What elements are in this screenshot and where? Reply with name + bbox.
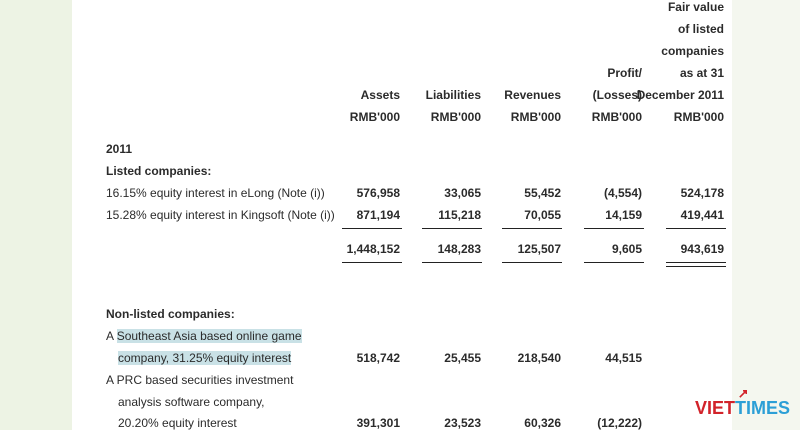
nonlisted-row-line: 20.20% equity interest [118,416,237,430]
nonlisted-row-revenues: 218,540 [517,351,561,365]
listed-row-revenues: 55,452 [524,186,561,200]
listed-row-assets: 871,194 [356,208,400,222]
header-fairvalue-5: December 2011 [636,88,724,102]
listed-row-fairvalue: 524,178 [680,186,724,200]
header-fairvalue-3: companies [661,44,724,58]
nonlisted-row-profit: (12,222) [597,416,642,430]
nonlisted-row-assets: 518,742 [356,351,400,365]
nonlisted-row-line: analysis software company, [118,395,265,409]
left-margin-band [0,0,72,430]
nonlisted-prefix: A [106,329,117,343]
header-profit-2: (Losses) [592,88,642,102]
header-liabilities: Liabilities [425,88,481,102]
nonlisted-heading: Non-listed companies: [106,307,235,321]
viettimes-watermark-logo: VIETTIMES [695,390,791,418]
right-margin-band [732,0,800,430]
subtotal-rule [422,228,482,229]
listed-total-liabilities: 148,283 [437,242,481,256]
total-rule [342,262,402,263]
total-double-rule [666,262,726,263]
header-revenues: Revenues [504,88,561,102]
listed-total-profit: 9,605 [611,242,642,256]
listed-row-revenues: 70,055 [524,208,561,222]
financial-table-page: Assets RMB'000 Liabilities RMB'000 Reven… [72,0,732,430]
subtotal-rule [666,228,726,229]
nonlisted-row-line: A Southeast Asia based online game [106,329,302,343]
listed-row-label: 16.15% equity interest in eLong (Note (i… [106,186,325,200]
listed-row-profit: (4,554) [603,186,642,200]
listed-row-liabilities: 33,065 [444,186,481,200]
watermark-text: VIETTIMES [695,398,791,418]
watermark-spark-icon [739,390,747,398]
nonlisted-row-liabilities: 23,523 [444,416,481,430]
header-profit: Profit/ [607,66,642,80]
total-rule [422,262,482,263]
total-rule [584,262,644,263]
header-revenues-unit: RMB'000 [510,110,561,124]
header-assets: Assets [360,88,400,102]
listed-row-label: 15.28% equity interest in Kingsoft (Note… [106,208,335,222]
listed-total-fairvalue: 943,619 [680,242,724,256]
total-rule [502,262,562,263]
nonlisted-row-assets: 391,301 [356,416,400,430]
nonlisted-row-profit: 44,515 [605,351,642,365]
header-assets-unit: RMB'000 [349,110,400,124]
listed-row-assets: 576,958 [356,186,400,200]
header-fairvalue-2: of listed [677,22,724,36]
subtotal-rule [584,228,644,229]
listed-row-fairvalue: 419,441 [680,208,724,222]
nonlisted-row-liabilities: 25,455 [444,351,481,365]
header-fairvalue-4: as at 31 [679,66,724,80]
nonlisted-row-revenues: 60,326 [524,416,561,430]
header-liabilities-unit: RMB'000 [430,110,481,124]
nonlisted-row-line: A PRC based securities investment [106,373,294,387]
listed-row-profit: 14,159 [605,208,642,222]
header-profit-unit: RMB'000 [591,110,642,124]
highlighted-text: Southeast Asia based online game [116,329,302,343]
header-fairvalue-unit: RMB'000 [673,110,724,124]
total-double-rule [666,266,726,267]
header-fairvalue-1: Fair value [667,0,724,14]
listed-total-assets: 1,448,152 [346,242,400,256]
subtotal-rule [502,228,562,229]
year-label: 2011 [106,142,133,156]
listed-heading: Listed companies: [106,164,212,178]
subtotal-rule [342,228,402,229]
nonlisted-row-line: company, 31.25% equity interest [118,351,292,365]
listed-total-revenues: 125,507 [517,242,561,256]
highlighted-text: company, 31.25% equity interest [118,351,292,365]
listed-row-liabilities: 115,218 [438,208,481,222]
